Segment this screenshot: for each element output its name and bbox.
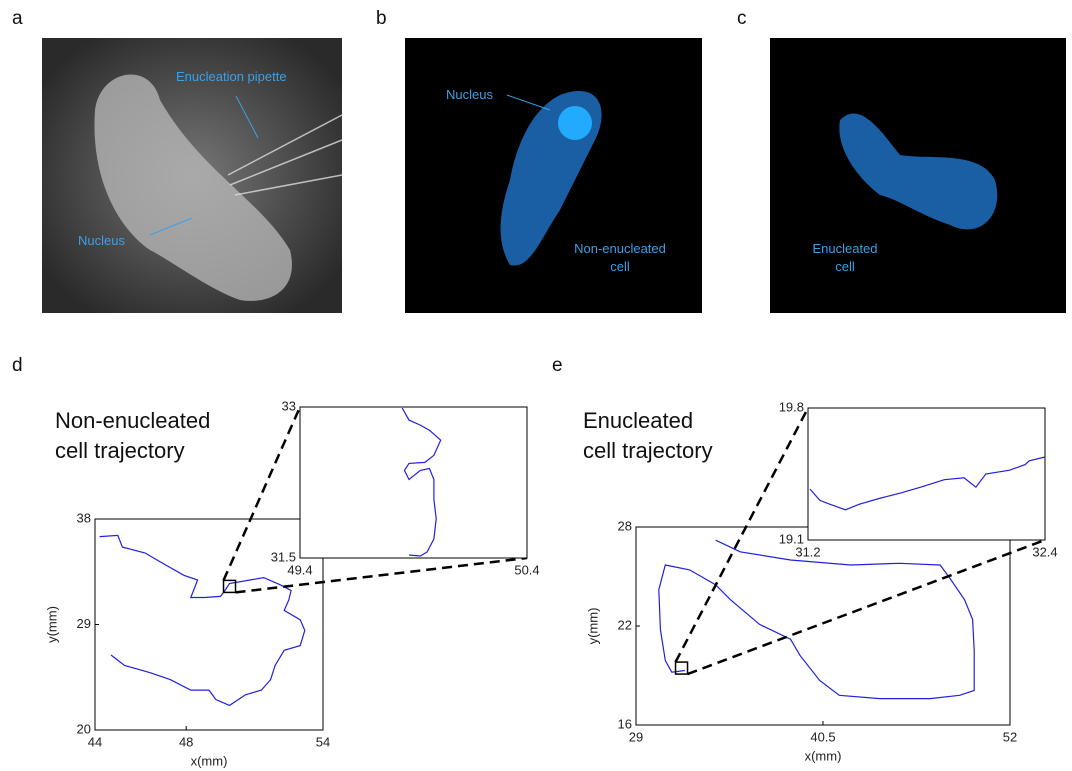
x-tick-label: 52 xyxy=(1003,729,1017,744)
chart-title: Non-enucleated cell trajectory xyxy=(55,406,210,466)
y-tick-label: 29 xyxy=(77,616,91,631)
y-tick-label: 22 xyxy=(618,617,632,632)
figure-canvas: 44 48 54 20 29 38 49.4 50.4 31.5 33 x(mm) y(mm) 29 40… xyxy=(0,0,1072,771)
x-axis-label: x(mm) xyxy=(805,748,842,763)
x-tick-label: 29 xyxy=(629,729,643,744)
x-tick-label: 40.5 xyxy=(810,729,835,744)
annotation: Non-enucleated cell xyxy=(565,240,675,276)
nucleus xyxy=(558,106,592,140)
panel-label: a xyxy=(12,8,23,30)
inset-frame xyxy=(300,407,527,558)
panel-label: d xyxy=(12,355,23,377)
y-tick-label: 19.8 xyxy=(779,399,804,414)
x-tick-label: 54 xyxy=(316,734,330,749)
panel-label: c xyxy=(737,8,747,30)
y-axis-label: y(mm) xyxy=(585,608,600,645)
y-tick-label: 19.1 xyxy=(779,531,804,546)
x-axis-label: x(mm) xyxy=(191,753,228,768)
x-tick-label: 32.4 xyxy=(1032,544,1057,559)
panel-label: b xyxy=(376,8,387,30)
main-frame xyxy=(636,527,1010,725)
x-tick-label: 50.4 xyxy=(514,562,539,577)
x-tick-label: 48 xyxy=(179,734,193,749)
y-axis-label: y(mm) xyxy=(44,606,59,643)
y-tick-label: 16 xyxy=(618,716,632,731)
annotation: Nucleus xyxy=(446,86,493,104)
annotation: Enucleated cell xyxy=(800,240,890,276)
inset-frame xyxy=(808,408,1045,540)
y-tick-label: 28 xyxy=(618,518,632,533)
y-tick-label: 38 xyxy=(77,510,91,525)
x-tick-label: 44 xyxy=(88,734,102,749)
chart-title: Enucleated cell trajectory xyxy=(583,406,713,466)
annotation: Enucleation pipette xyxy=(176,68,287,86)
y-tick-label: 20 xyxy=(77,721,91,736)
panel-label: e xyxy=(552,355,563,377)
x-tick-label: 49.4 xyxy=(287,562,312,577)
figure: {"figure":{"panel_labels":["a","b","c","… xyxy=(0,0,1072,771)
x-tick-label: 31.2 xyxy=(795,544,820,559)
y-tick-label: 31.5 xyxy=(271,549,296,564)
annotation: Nucleus xyxy=(78,232,125,250)
y-tick-label: 33 xyxy=(282,398,296,413)
